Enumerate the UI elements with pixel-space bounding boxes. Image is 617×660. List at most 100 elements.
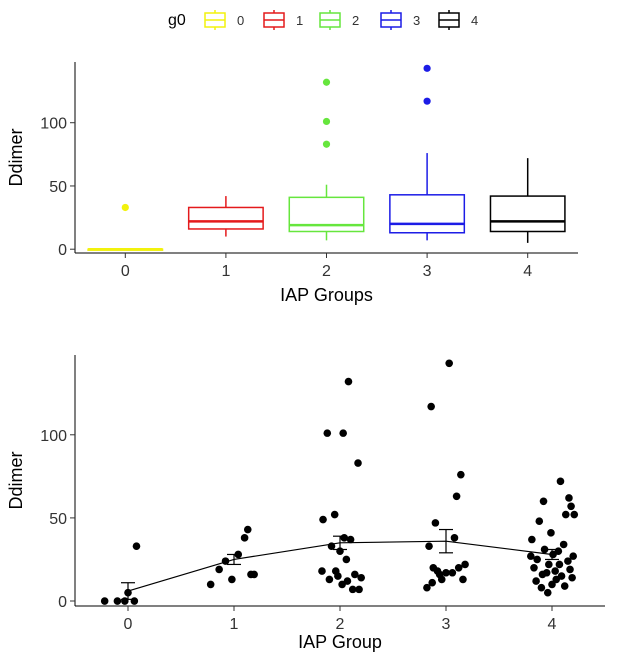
box-outlier bbox=[322, 140, 331, 148]
box-iqr bbox=[389, 194, 466, 234]
legend-label: 3 bbox=[413, 13, 420, 28]
data-point bbox=[559, 540, 568, 549]
data-point bbox=[319, 515, 327, 524]
data-point bbox=[445, 359, 453, 368]
data-point bbox=[565, 494, 573, 502]
data-point bbox=[454, 563, 463, 572]
data-point bbox=[448, 568, 457, 577]
data-point bbox=[551, 567, 559, 575]
data-point bbox=[459, 575, 467, 584]
data-point bbox=[556, 477, 565, 486]
x-axis-title: IAP Group bbox=[298, 632, 382, 652]
x-tick-label: 1 bbox=[230, 616, 239, 633]
data-point bbox=[548, 580, 556, 589]
data-point bbox=[542, 568, 551, 577]
box-outlier bbox=[423, 64, 431, 72]
data-point bbox=[425, 542, 433, 550]
data-point bbox=[427, 402, 435, 411]
data-point bbox=[537, 583, 546, 592]
data-point bbox=[555, 560, 564, 569]
data-point bbox=[539, 497, 548, 506]
data-point bbox=[568, 573, 576, 582]
box-iqr bbox=[489, 195, 566, 233]
x-tick-label: 4 bbox=[523, 263, 532, 280]
y-axis-title: Ddimer bbox=[6, 451, 26, 509]
x-tick-label: 4 bbox=[548, 616, 557, 633]
data-point bbox=[250, 570, 258, 579]
data-point bbox=[530, 563, 538, 572]
x-tick-label: 2 bbox=[336, 616, 345, 633]
data-point bbox=[564, 557, 572, 565]
legend-title: g0 bbox=[168, 12, 186, 29]
data-point bbox=[431, 519, 440, 527]
data-point bbox=[561, 510, 570, 519]
data-point bbox=[528, 535, 536, 544]
data-point bbox=[243, 525, 252, 534]
legend-label: 0 bbox=[237, 13, 244, 28]
x-tick-label: 0 bbox=[121, 263, 130, 280]
data-point bbox=[228, 575, 236, 584]
y-tick-label: 0 bbox=[58, 242, 67, 259]
data-point bbox=[545, 560, 553, 569]
data-point bbox=[532, 577, 540, 585]
data-point bbox=[340, 534, 349, 542]
x-axis-title: IAP Groups bbox=[280, 285, 373, 305]
data-point bbox=[318, 567, 326, 575]
data-point bbox=[206, 580, 215, 589]
data-point bbox=[570, 510, 579, 519]
data-point bbox=[323, 429, 332, 437]
data-point bbox=[437, 575, 446, 584]
data-point bbox=[354, 459, 362, 467]
data-point bbox=[457, 470, 465, 479]
data-point bbox=[535, 517, 544, 526]
legend: g0 0 1 2 3 4 bbox=[168, 10, 478, 30]
data-point bbox=[130, 597, 139, 605]
data-point bbox=[325, 575, 334, 584]
box-outlier bbox=[423, 97, 431, 105]
data-point bbox=[540, 545, 549, 554]
box-outlier bbox=[322, 117, 331, 126]
box-outlier bbox=[322, 78, 331, 86]
legend-label: 4 bbox=[471, 13, 478, 28]
data-point bbox=[428, 578, 437, 587]
data-point bbox=[357, 573, 366, 582]
data-point bbox=[343, 577, 352, 585]
legend-label: 1 bbox=[296, 13, 303, 28]
data-point bbox=[452, 492, 461, 501]
y-tick-label: 0 bbox=[58, 594, 67, 611]
data-point bbox=[348, 585, 357, 594]
data-point bbox=[450, 534, 459, 542]
x-tick-label: 3 bbox=[423, 263, 432, 280]
data-point bbox=[423, 583, 431, 592]
data-point bbox=[543, 588, 552, 597]
data-point bbox=[442, 568, 450, 577]
x-tick-label: 1 bbox=[221, 263, 230, 280]
data-point bbox=[339, 429, 347, 437]
box-outlier bbox=[121, 203, 129, 212]
y-axis-title: Ddimer bbox=[6, 128, 26, 186]
x-tick-label: 0 bbox=[124, 616, 133, 633]
data-point bbox=[461, 560, 469, 569]
data-point bbox=[330, 510, 339, 519]
data-point bbox=[132, 542, 141, 550]
y-tick-label: 100 bbox=[40, 116, 67, 133]
data-point bbox=[215, 565, 223, 574]
data-point bbox=[342, 555, 351, 564]
legend-label: 2 bbox=[352, 13, 359, 28]
data-point bbox=[346, 535, 355, 544]
data-point bbox=[527, 552, 535, 560]
data-point bbox=[566, 565, 574, 574]
y-tick-label: 50 bbox=[49, 511, 67, 528]
x-tick-label: 2 bbox=[322, 263, 331, 280]
data-point bbox=[560, 582, 569, 590]
data-point bbox=[100, 597, 109, 605]
box-iqr bbox=[187, 206, 264, 230]
data-point bbox=[554, 547, 563, 555]
data-point bbox=[569, 552, 577, 560]
y-tick-label: 50 bbox=[49, 179, 67, 196]
x-tick-label: 3 bbox=[442, 616, 451, 633]
data-point bbox=[351, 570, 359, 579]
data-point bbox=[240, 534, 249, 542]
